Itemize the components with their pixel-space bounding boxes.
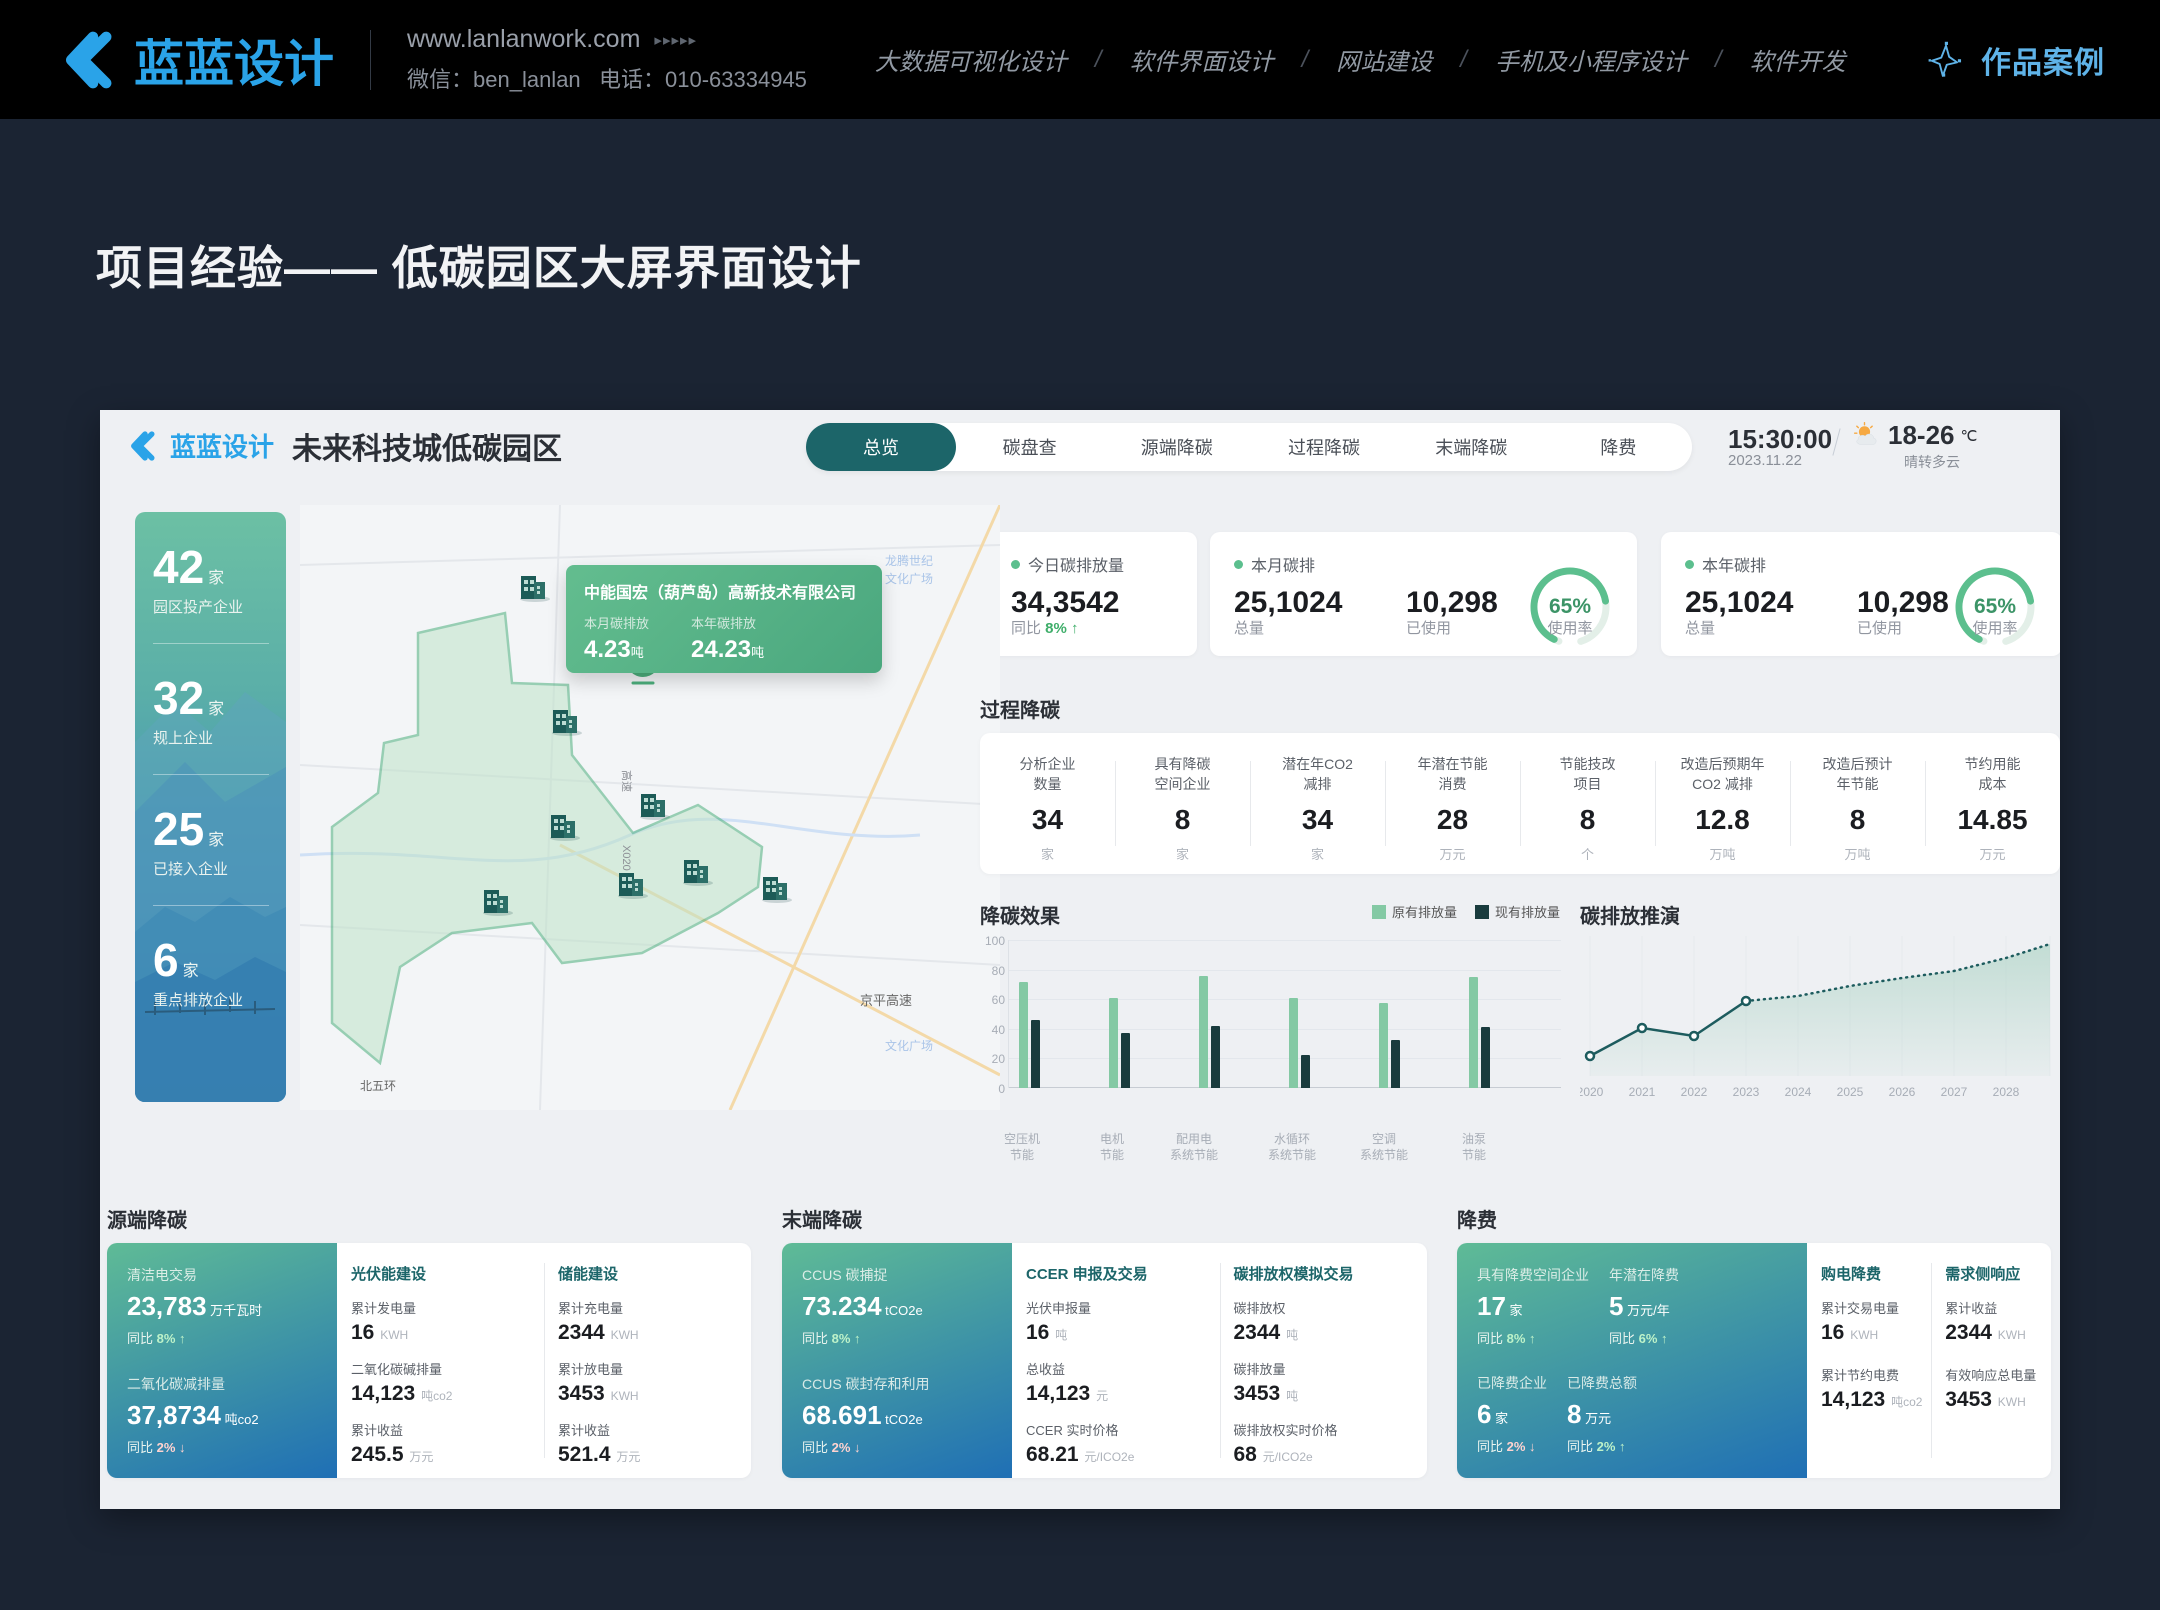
svg-text:2028: 2028 [1993, 1085, 2020, 1099]
svg-text:文化广场: 文化广场 [885, 571, 933, 586]
svg-text:2022: 2022 [1681, 1085, 1708, 1099]
svg-text:龙腾世纪: 龙腾世纪 [885, 553, 933, 568]
svg-text:2024: 2024 [1785, 1085, 1812, 1099]
svg-text:京平高速: 京平高速 [860, 993, 912, 1008]
svg-text:高速: 高速 [620, 770, 634, 792]
svg-text:2027: 2027 [1941, 1085, 1968, 1099]
svg-text:X020: X020 [620, 845, 632, 871]
svg-text:北五环: 北五环 [360, 1079, 396, 1093]
svg-text:2023: 2023 [1733, 1085, 1760, 1099]
svg-text:文化广场: 文化广场 [885, 1038, 933, 1053]
svg-text:2026: 2026 [1889, 1085, 1916, 1099]
svg-text:2025: 2025 [1837, 1085, 1864, 1099]
svg-text:2021: 2021 [1629, 1085, 1656, 1099]
